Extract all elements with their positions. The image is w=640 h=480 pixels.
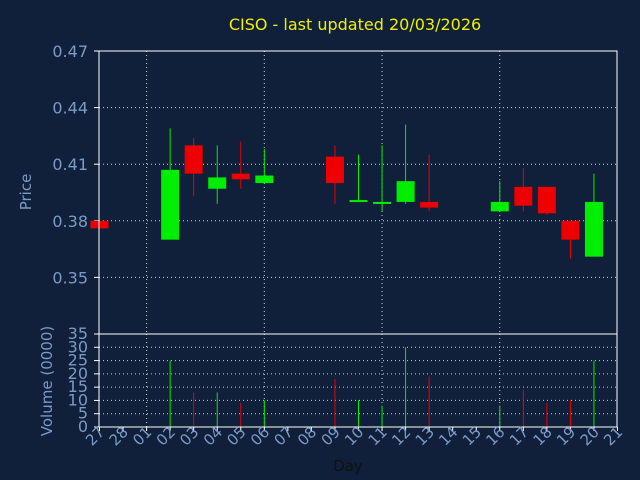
candle-body [584, 201, 603, 257]
candle-body [396, 181, 415, 202]
candle-body [561, 220, 580, 240]
candle-body [208, 177, 227, 189]
candle-body [231, 173, 250, 180]
price-panel: 0.47 0.44 0.41 0.38 0.35 Price [17, 42, 618, 335]
candle-body [490, 201, 509, 212]
price-tick-label: 0.44 [52, 99, 88, 118]
volume-tick-label: 35 [68, 324, 88, 343]
candle-body [373, 201, 392, 204]
candle-body [514, 186, 533, 206]
price-candles [90, 124, 603, 259]
volume-tick-label: 0 [78, 417, 88, 436]
volume-gridlines [94, 333, 617, 428]
price-tick-label: 0.35 [52, 268, 88, 287]
candle-body [420, 201, 439, 208]
volume-tick-label: 10 [68, 390, 88, 409]
x-axis-label: Day [333, 457, 363, 475]
price-tick-label: 0.41 [52, 155, 88, 174]
volume-tick-label: 15 [68, 377, 88, 396]
x-tick-labels: 2728010203040506070809101112131415161718… [82, 423, 626, 449]
candle-body [161, 169, 180, 240]
price-tick-labels: 0.47 0.44 0.41 0.38 0.35 [52, 42, 88, 287]
candle-body [349, 200, 368, 203]
chart-title: CISO - last updated 20/03/2026 [229, 15, 481, 34]
candle-body [537, 186, 556, 214]
price-tick-label: 0.47 [52, 42, 88, 61]
price-tick-label: 0.38 [52, 212, 88, 231]
volume-tick-label: 20 [68, 364, 88, 383]
candle-body [325, 156, 344, 184]
volume-bars [169, 347, 595, 427]
volume-tick-label: 30 [68, 337, 88, 356]
volume-tick-label: 25 [68, 351, 88, 370]
volume-tick-label: 5 [78, 404, 88, 423]
candle-body [255, 175, 274, 184]
candle-body [184, 145, 203, 174]
price-axis-label: Price [17, 174, 35, 211]
volume-axis-label: Volume (0000) [38, 326, 56, 436]
